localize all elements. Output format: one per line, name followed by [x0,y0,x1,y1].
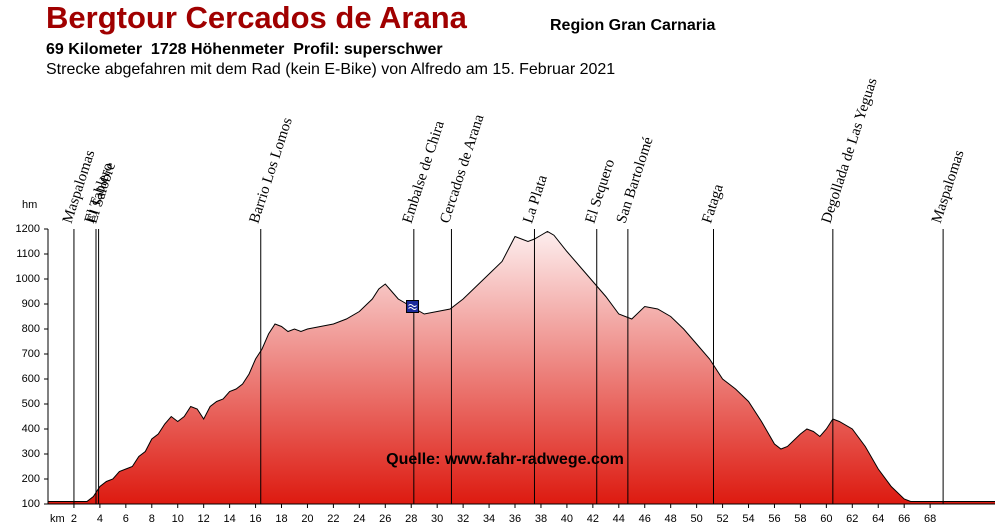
x-tick-label: 44 [613,513,625,525]
place-label: Maspalomas [929,148,968,225]
x-tick-label: 64 [872,513,884,525]
x-tick-label: 56 [768,513,780,525]
x-tick-label: 10 [172,513,184,525]
x-tick-label: 46 [639,513,651,525]
x-tick-label: 48 [665,513,677,525]
x-tick-label: 58 [794,513,806,525]
x-axis-label: km [50,513,65,525]
chart-title: Bergtour Cercados de Arana [46,0,468,35]
y-tick-label: 1000 [16,273,40,285]
place-label: Barrio Los Lomos [247,116,296,226]
x-tick-label: 38 [535,513,547,525]
x-tick-label: 16 [249,513,261,525]
x-tick-label: 6 [123,513,129,525]
place-label: Degollada de Las Yeguas [819,76,881,225]
y-tick-label: 800 [22,323,40,335]
x-tick-label: 24 [353,513,365,525]
x-tick-label: 52 [716,513,728,525]
y-tick-label: 500 [22,398,40,410]
x-tick-label: 60 [820,513,832,525]
x-tick-label: 66 [898,513,910,525]
x-tick-label: 30 [431,513,443,525]
x-tick-label: 26 [379,513,391,525]
place-label: San Bartolomé [614,135,657,225]
elevation-line [48,230,995,502]
place-label: La Plata [520,173,551,225]
area-fill [48,231,995,504]
region: Region Gran Carnaria [550,17,715,34]
x-tick-label: 2 [71,513,77,525]
x-tick-label: 8 [149,513,155,525]
description: Strecke abgefahren mit dem Rad (kein E-B… [46,61,615,78]
place-label: Fataga [699,182,727,225]
x-tick-label: 54 [742,513,754,525]
x-tick-label: 32 [457,513,469,525]
y-tick-label: 1200 [16,223,40,235]
x-tick-label: 22 [327,513,339,525]
x-tick-label: 20 [301,513,313,525]
x-tick-label: 62 [846,513,858,525]
y-tick-label: 900 [22,298,40,310]
x-tick-label: 36 [509,513,521,525]
x-tick-label: 14 [223,513,235,525]
y-tick-label: 600 [22,373,40,385]
x-tick-label: 4 [97,513,103,525]
water-icon [406,300,420,313]
y-tick-label: 300 [22,448,40,460]
x-tick-label: 28 [405,513,417,525]
x-tick-label: 40 [561,513,573,525]
source: Quelle: www.fahr-radwege.com [386,451,624,468]
place-label: El Sequero [583,157,619,225]
y-tick-label: 700 [22,348,40,360]
water-waves [408,304,417,310]
water-marker [406,300,420,313]
x-tick-label: 12 [198,513,210,525]
y-tick-label: 100 [22,498,40,510]
y-tick-label: 400 [22,423,40,435]
x-tick-label: 42 [587,513,599,525]
y-tick-label: 1100 [16,248,40,260]
y-tick-label: 200 [22,473,40,485]
subtitle: 69 Kilometer 1728 Höhenmeter Profil: sup… [46,41,443,58]
x-tick-label: 50 [691,513,703,525]
y-axis-label: hm [22,199,37,211]
x-tick-label: 68 [924,513,936,525]
x-tick-label: 34 [483,513,495,525]
x-tick-label: 18 [275,513,287,525]
